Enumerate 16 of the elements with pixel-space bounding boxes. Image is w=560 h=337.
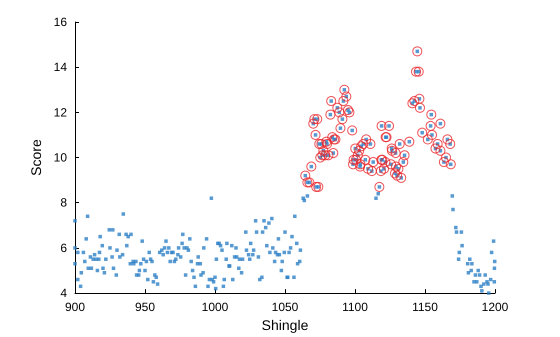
x-tick-label: 1150 xyxy=(412,300,438,314)
y-tick-label: 16 xyxy=(54,15,68,29)
y-tick-label: 12 xyxy=(54,105,68,120)
y-tick-label: 14 xyxy=(54,60,68,74)
y-tick-label: 4 xyxy=(60,286,68,300)
x-tick-label: 900 xyxy=(64,300,86,314)
x-axis-title: Shingle xyxy=(262,317,309,333)
y-tick-label: 10 xyxy=(54,150,68,165)
x-tick-label: 1100 xyxy=(342,300,368,314)
y-tick-label: 6 xyxy=(60,240,68,255)
x-tick-label: 1050 xyxy=(272,300,299,314)
y-axis-title: Score xyxy=(28,139,44,176)
x-tick-label: 950 xyxy=(134,300,156,314)
x-tick-label: 1200 xyxy=(482,300,509,314)
y-tick-label: 8 xyxy=(60,196,68,210)
x-tick-label: 1000 xyxy=(202,300,229,314)
